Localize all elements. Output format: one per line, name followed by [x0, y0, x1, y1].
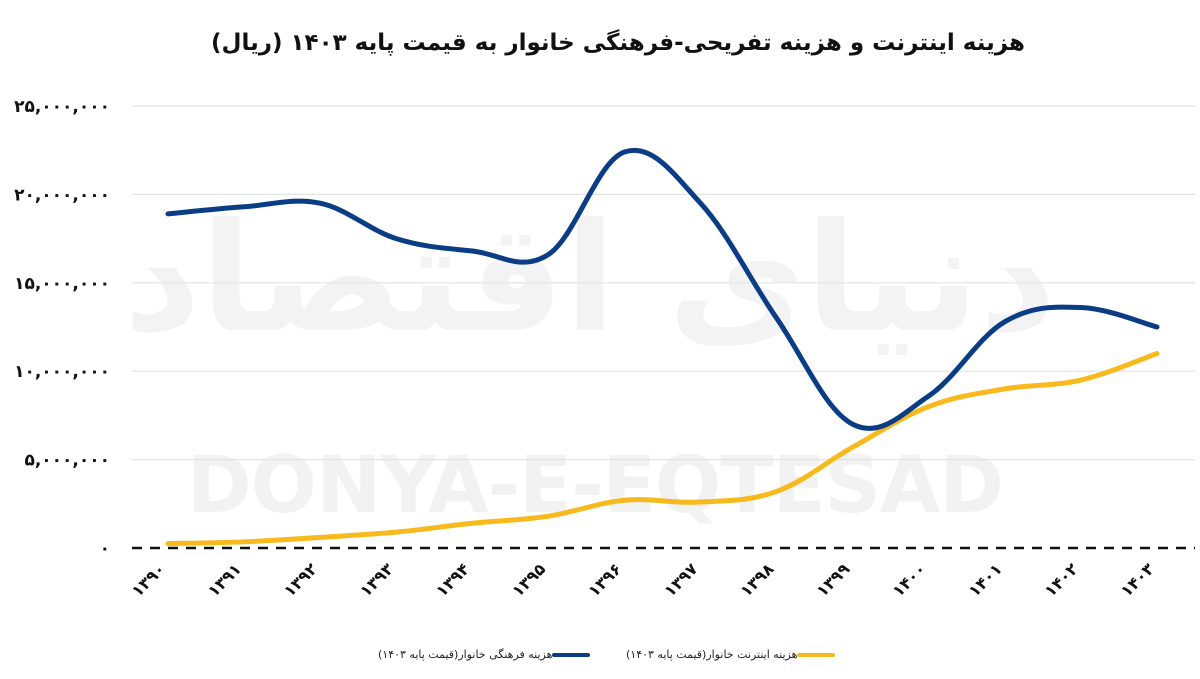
y-tick-label: ۵,۰۰۰,۰۰۰	[24, 451, 110, 471]
x-tick-label: ۱۳۹۱	[204, 559, 245, 600]
x-tick-label: ۱۳۹۹	[812, 559, 853, 600]
x-tick-label: ۱۳۹۴	[432, 559, 473, 600]
x-tick-label: ۱۴۰۱	[965, 559, 1006, 600]
gridlines	[132, 105, 1195, 550]
watermark-latin: DONYA-E-EQTESAD	[187, 441, 1003, 531]
chart-title-text: هزینه اینترنت و هزینه تفریحی-فرهنگی خانو…	[210, 30, 1025, 56]
x-axis: ۱۳۹۰ ۱۳۹۱ ۱۳۹۲ ۱۳۹۳ ۱۳۹۴ ۱۳۹۵ ۱۳۹۶ ۱۳۹۷ ۱۳۹۸ ۱۳۹۹…	[128, 559, 1158, 600]
x-tick-label: ۱۴۰۳	[1117, 559, 1158, 600]
series-line-culture	[165, 147, 1160, 431]
x-tick-label: ۱۴۰۲	[1041, 559, 1082, 600]
watermark: دنیای اقتصاد DONYA-E-EQTESAD	[124, 192, 1057, 531]
series-line-internet	[165, 351, 1160, 547]
x-tick-label: ۱۴۰۰	[889, 559, 930, 600]
series-lines	[165, 147, 1160, 547]
y-tick-label: ۲۵,۰۰۰,۰۰۰	[14, 97, 110, 117]
y-tick-label: ۱۵,۰۰۰,۰۰۰	[14, 274, 110, 294]
x-tick-label: ۱۳۹۷	[660, 559, 701, 600]
x-tick-label: ۱۳۹۵	[508, 559, 549, 600]
y-tick-label: ۲۰,۰۰۰,۰۰۰	[14, 185, 110, 205]
x-tick-label: ۱۳۹۲	[280, 559, 321, 600]
x-tick-label: ۱۳۹۶	[584, 559, 625, 600]
legend-label-internet: هزینه اینترنت خانوار(قیمت پایه ۱۴۰۳)	[626, 648, 798, 661]
legend-label-culture: هزینه فرهنگی خانوار(قیمت پایه ۱۴۰۳)	[378, 648, 553, 661]
x-tick-label: ۱۳۹۰	[128, 559, 169, 600]
y-tick-label: ۰	[100, 539, 110, 559]
legend-swatch-internet	[797, 652, 836, 657]
x-tick-label: ۱۳۹۸	[736, 559, 777, 600]
legend-swatch-culture	[552, 652, 591, 657]
chart-title: هزینه اینترنت و هزینه تفریحی-فرهنگی خانو…	[0, 30, 1200, 56]
x-tick-label: ۱۳۹۳	[356, 559, 397, 600]
watermark-persian: دنیای اقتصاد	[124, 192, 1057, 366]
legend: هزینه فرهنگی خانوار(قیمت پایه ۱۴۰۳) هزین…	[0, 648, 1200, 668]
y-tick-label: ۱۰,۰۰۰,۰۰۰	[14, 362, 110, 382]
y-axis: ۰ ۵,۰۰۰,۰۰۰ ۱۰,۰۰۰,۰۰۰ ۱۵,۰۰۰,۰۰۰ ۲۰,۰۰۰,۰۰۰…	[14, 97, 110, 559]
legend-item-internet: هزینه اینترنت خانوار(قیمت پایه ۱۴۰۳)	[626, 648, 837, 661]
legend-item-culture: هزینه فرهنگی خانوار(قیمت پایه ۱۴۰۳)	[378, 648, 592, 661]
